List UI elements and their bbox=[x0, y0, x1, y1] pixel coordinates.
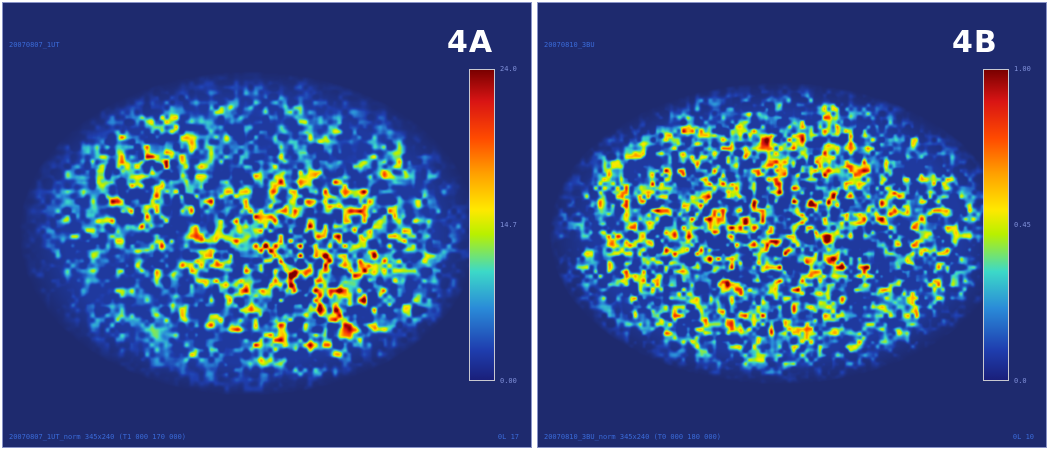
heatmap-image-b bbox=[538, 3, 1046, 447]
panel-a-tag: 4A bbox=[447, 25, 494, 60]
colorbar-b bbox=[983, 69, 1009, 381]
colorbar-b-mid: 0.45 bbox=[1014, 221, 1031, 229]
panel-b-tag: 4B bbox=[952, 25, 998, 60]
panel-a-top-id: 20070807_1UT bbox=[9, 41, 60, 49]
colorbar-b-min: 0.0 bbox=[1014, 377, 1027, 385]
heatmap-image-a bbox=[3, 3, 531, 447]
panel-b-bottom-right: 0L 10 bbox=[1012, 433, 1034, 441]
colorbar-a-min: 0.00 bbox=[500, 377, 517, 385]
panel-a-bottom-id: 20070807_1UT_norm 345x240 (T1 000 170 00… bbox=[9, 433, 187, 441]
colorbar-a-mid: 14.7 bbox=[500, 221, 517, 229]
panel-b-top-id: 20070810_3BU bbox=[544, 41, 595, 49]
heatmap-panel-b: 20070810_3BU 4B 1.00 0.45 0.0 20070810_3… bbox=[537, 2, 1047, 448]
colorbar-a-max: 24.0 bbox=[500, 65, 517, 73]
panel-a-bottom-right: 0L 17 bbox=[497, 433, 519, 441]
colorbar-b-max: 1.00 bbox=[1014, 65, 1031, 73]
panel-b-bottom-id: 20070810_3BU_norm 345x240 (T0 000 180 00… bbox=[544, 433, 722, 441]
colorbar-a bbox=[469, 69, 495, 381]
heatmap-panel-a: 20070807_1UT 4A 24.0 14.7 0.00 20070807_… bbox=[2, 2, 532, 448]
